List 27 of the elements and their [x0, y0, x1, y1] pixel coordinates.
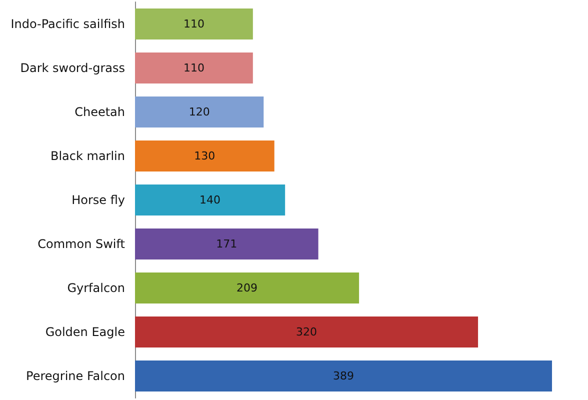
bar: [135, 360, 552, 392]
y-tick-label: Gyrfalcon: [67, 281, 125, 295]
y-tick-label: Peregrine Falcon: [26, 369, 125, 383]
data-label: 120: [188, 106, 210, 118]
data-label: 110: [183, 62, 204, 74]
y-tick-label: Golden Eagle: [45, 325, 125, 339]
bar: [135, 316, 478, 348]
y-tick-label: Black marlin: [50, 149, 125, 163]
bar: [135, 228, 318, 260]
data-label: 209: [236, 282, 258, 294]
bar: [135, 96, 264, 128]
data-label: 389: [333, 370, 354, 382]
y-tick-label: Horse fly: [72, 193, 125, 207]
y-tick-label: Cheetah: [74, 105, 125, 119]
y-tick-label: Common Swift: [38, 237, 126, 251]
data-label: 130: [194, 150, 216, 162]
data-label: 110: [183, 18, 204, 30]
data-label: 171: [216, 238, 238, 250]
bar: [135, 52, 253, 84]
bar: [135, 8, 253, 40]
data-label: 320: [296, 326, 318, 338]
y-tick-label: Dark sword-grass: [20, 61, 125, 75]
data-label: 140: [200, 194, 221, 206]
bar: [135, 272, 360, 304]
y-tick-label: Indo-Pacific sailfish: [10, 17, 125, 31]
bar: [135, 184, 286, 216]
bar: [135, 140, 274, 172]
